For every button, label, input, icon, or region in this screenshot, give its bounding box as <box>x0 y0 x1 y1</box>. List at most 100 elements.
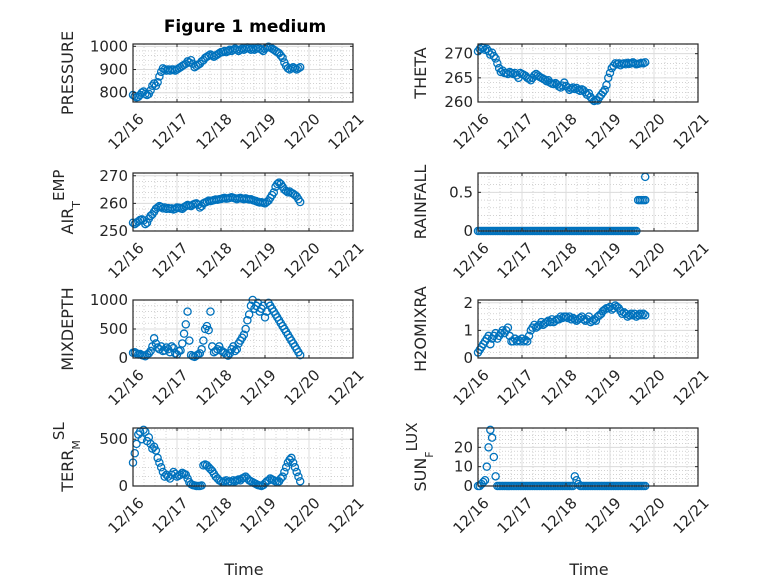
y-tick-label: 260 <box>444 93 473 111</box>
x-tick-label: 12/19 <box>236 239 279 282</box>
data-point <box>486 339 495 349</box>
x-tick-label: 12/21 <box>324 494 367 537</box>
data-point <box>493 59 502 68</box>
data-point <box>487 433 497 442</box>
y-tick-label: 270 <box>444 45 473 63</box>
subplot-theta: 260 265 270 12/16 12/17 12/18 12/19 12/20 12/21 T… <box>411 43 713 153</box>
data-point <box>637 310 646 320</box>
data-point <box>278 472 287 481</box>
x-tick-label: 12/17 <box>148 239 191 282</box>
y-axis-label: TERRMSL <box>50 422 83 493</box>
axes-box <box>477 172 699 232</box>
x-tick-label: 12/18 <box>192 366 235 409</box>
data-point <box>197 345 206 354</box>
data-point <box>287 453 296 463</box>
data-point <box>183 307 192 316</box>
data-point <box>480 475 490 485</box>
x-tick-label: 12/19 <box>581 110 624 153</box>
y-tick-label: 250 <box>99 222 128 240</box>
data-point <box>269 188 279 197</box>
y-axis-label: THETA <box>411 47 430 99</box>
x-tick-label: 12/18 <box>537 239 580 282</box>
data-point <box>295 62 305 72</box>
y-tick-label: 0.5 <box>449 183 473 201</box>
y-tick-label: 1000 <box>90 37 128 55</box>
data-point <box>489 452 499 462</box>
ticks <box>477 44 699 103</box>
y-tick-label: 800 <box>99 84 128 102</box>
data-point <box>598 88 608 97</box>
data-point <box>232 345 242 354</box>
data-point <box>588 316 597 325</box>
y-axis-label: PRESSURE <box>58 31 77 115</box>
x-tick-label: 12/21 <box>324 110 367 153</box>
data-point <box>185 336 194 345</box>
ticks <box>477 428 699 487</box>
data-point <box>486 425 495 435</box>
data-point <box>230 346 240 356</box>
data-point <box>151 446 161 455</box>
data-point <box>605 68 615 78</box>
x-tick-label: 12/18 <box>537 494 580 537</box>
data-point <box>600 85 609 95</box>
ticks <box>477 300 699 359</box>
x-tick-label: 12/21 <box>324 366 367 409</box>
x-tick-label: 12/16 <box>104 366 147 409</box>
data-point <box>603 73 613 83</box>
x-tick-label: 12/20 <box>625 239 668 282</box>
y-tick-label: 0 <box>463 477 473 495</box>
x-tick-label: 12/18 <box>192 110 235 153</box>
data-point <box>223 351 233 360</box>
x-tick-label: 12/16 <box>449 239 492 282</box>
x-tick-label: 12/16 <box>449 110 492 153</box>
x-tick-label: 12/19 <box>236 494 279 537</box>
x-tick-label: 12/19 <box>581 366 624 409</box>
x-tick-label: 12/20 <box>280 239 323 282</box>
data-point <box>294 472 303 481</box>
data-point <box>640 310 650 320</box>
data-point <box>491 472 500 481</box>
y-tick-label: 0 <box>118 477 128 495</box>
data-point <box>144 349 154 358</box>
data-point <box>278 53 287 63</box>
data-point <box>153 453 162 463</box>
data-point <box>292 467 301 477</box>
y-tick-label: 0 <box>463 222 473 240</box>
x-tick-label: 12/19 <box>581 239 624 282</box>
data-point <box>241 324 250 334</box>
data-point <box>523 337 532 346</box>
y-tick-label: 1 <box>463 321 473 339</box>
data-point <box>570 315 580 324</box>
y-tick-label: 2 <box>463 294 473 312</box>
data-point <box>584 89 594 98</box>
data-point <box>491 54 500 63</box>
ticks <box>132 299 354 359</box>
plot-area <box>478 173 698 231</box>
x-tick-label: 12/16 <box>449 494 492 537</box>
data-point <box>290 463 300 472</box>
x-tick-label: 12/18 <box>537 366 580 409</box>
data-point <box>295 197 305 207</box>
x-tick-label: 12/19 <box>236 366 279 409</box>
data-point <box>153 78 162 87</box>
y-tick-label: 265 <box>444 69 473 87</box>
subplot-mixdepth: 0 500 1000 12/16 12/17 12/18 12/19 12/20 12/21 MI… <box>58 287 368 409</box>
data-point <box>570 472 580 481</box>
x-tick-label: 12/20 <box>280 494 323 537</box>
data-point <box>281 463 291 472</box>
x-tick-label: 12/17 <box>493 110 536 153</box>
y-tick-label: 0 <box>118 349 128 367</box>
data-point <box>290 64 300 73</box>
data-point <box>280 467 289 477</box>
x-tick-label: 12/20 <box>625 110 668 153</box>
data-point <box>276 51 286 60</box>
data-point <box>149 334 159 343</box>
data-point <box>195 349 205 358</box>
x-tick-label: 12/19 <box>236 110 279 153</box>
data-point <box>199 336 208 345</box>
axes-box <box>477 43 699 103</box>
x-tick-label: 12/21 <box>669 366 712 409</box>
data-point <box>178 339 187 348</box>
data-point <box>244 310 254 319</box>
